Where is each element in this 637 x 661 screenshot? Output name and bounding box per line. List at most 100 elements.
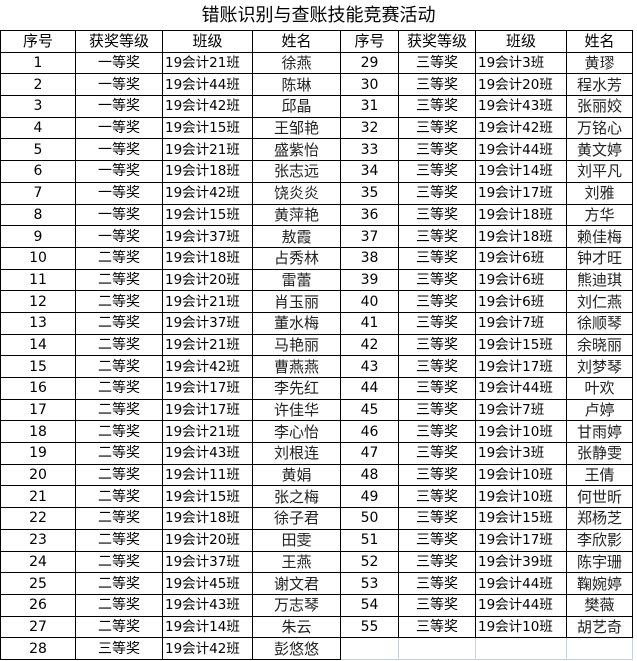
left-index-cell: 9	[0, 225, 76, 248]
header-award-level: 获奖等级	[398, 30, 476, 53]
right-student-name-cell: 方华	[566, 203, 633, 227]
table-row: 1 一等奖 19会计21班 徐燕 29 三等奖 19会计3班 黄璆	[0, 51, 633, 75]
right-award-level-cell: 三等奖	[398, 507, 476, 530]
left-student-name-cell: 张志远	[252, 160, 341, 183]
left-student-name-cell: 万志琴	[252, 593, 341, 617]
left-award-level-cell: 二等奖	[75, 355, 163, 378]
left-index-cell: 17	[0, 398, 76, 422]
left-award-level-cell: 二等奖	[75, 442, 163, 465]
right-index-cell: 47	[340, 442, 399, 465]
table-row: 22 二等奖 19会计18班 徐子君 50 三等奖 19会计15班 郑杨芝	[0, 507, 633, 530]
left-award-level-cell: 一等奖	[75, 51, 163, 75]
right-student-name-cell: 刘雅	[566, 181, 633, 205]
table-row: 15 二等奖 19会计42班 曹燕燕 43 三等奖 19会计17班 刘梦琴	[0, 355, 633, 378]
right-award-level-cell: 三等奖	[398, 355, 476, 378]
left-class-cell: 19会计15班	[162, 116, 253, 140]
right-index-cell: 42	[340, 333, 399, 357]
right-class-cell: 19会计6班	[475, 246, 567, 270]
left-award-level-cell: 二等奖	[75, 246, 163, 270]
left-award-level-cell: 二等奖	[75, 377, 163, 400]
right-student-name-cell: 王倩	[566, 463, 633, 487]
table-row: 25 二等奖 19会计45班 谢文君 53 三等奖 19会计44班 鞠婉婷	[0, 572, 633, 595]
left-award-level-cell: 二等奖	[75, 333, 163, 357]
table-row: 4 一等奖 19会计15班 王邹艳 32 三等奖 19会计42班 万铭心	[0, 116, 633, 140]
right-class-cell: 19会计7班	[475, 398, 567, 422]
table-row: 6 一等奖 19会计18班 张志远 34 三等奖 19会计14班 刘平凡	[0, 160, 633, 183]
right-student-name-cell: 卢婷	[566, 398, 633, 422]
right-class-cell: 19会计44班	[475, 138, 567, 162]
left-class-cell: 19会计37班	[162, 311, 253, 335]
right-class-cell: 19会计10班	[475, 463, 567, 487]
table-row: 5 一等奖 19会计21班 盛紫怡 33 三等奖 19会计44班 黄文婷	[0, 138, 633, 162]
left-student-name-cell: 占秀林	[252, 246, 341, 270]
empty-cell	[340, 637, 399, 660]
right-class-cell: 19会计18班	[475, 225, 567, 248]
right-class-cell: 19会计44班	[475, 593, 567, 617]
right-index-cell: 55	[340, 615, 399, 639]
table-row: 17 二等奖 19会计17班 许佳华 45 三等奖 19会计7班 卢婷	[0, 398, 633, 422]
left-student-name-cell: 董水梅	[252, 311, 341, 335]
right-award-level-cell: 三等奖	[398, 225, 476, 248]
left-class-cell: 19会计18班	[162, 507, 253, 530]
left-index-cell: 25	[0, 572, 76, 595]
left-student-name-cell: 曹燕燕	[252, 355, 341, 378]
left-index-cell: 22	[0, 507, 76, 530]
right-student-name-cell: 程水芳	[566, 73, 633, 97]
right-class-cell: 19会计42班	[475, 116, 567, 140]
empty-cell	[398, 637, 476, 660]
right-class-cell: 19会计17班	[475, 355, 567, 378]
right-class-cell: 19会计10班	[475, 615, 567, 639]
table-row: 19 二等奖 19会计43班 刘根连 47 三等奖 19会计3班 张静雯	[0, 442, 633, 465]
right-index-cell: 49	[340, 485, 399, 509]
table-row: 11 二等奖 19会计20班 雷蕾 39 三等奖 19会计6班 熊迪琪	[0, 268, 633, 292]
right-student-name-cell: 张静雯	[566, 442, 633, 465]
left-student-name-cell: 陈琳	[252, 73, 341, 97]
right-student-name-cell: 黄璆	[566, 51, 633, 75]
left-index-cell: 18	[0, 420, 76, 444]
left-class-cell: 19会计18班	[162, 246, 253, 270]
left-class-cell: 19会计15班	[162, 203, 253, 227]
right-award-level-cell: 三等奖	[398, 572, 476, 595]
left-student-name-cell: 朱云	[252, 615, 341, 639]
table-row: 27 二等奖 19会计14班 朱云 55 三等奖 19会计10班 胡艺奇	[0, 615, 633, 639]
header-class: 班级	[162, 30, 253, 53]
right-index-cell: 52	[340, 550, 399, 574]
right-student-name-cell: 赖佳梅	[566, 225, 633, 248]
table-row: 13 二等奖 19会计37班 董水梅 41 三等奖 19会计7班 徐顺琴	[0, 311, 633, 335]
left-class-cell: 19会计37班	[162, 225, 253, 248]
left-award-level-cell: 二等奖	[75, 550, 163, 574]
right-award-level-cell: 三等奖	[398, 333, 476, 357]
right-award-level-cell: 三等奖	[398, 420, 476, 444]
right-class-cell: 19会计3班	[475, 51, 567, 75]
left-index-cell: 16	[0, 377, 76, 400]
left-student-name-cell: 李先红	[252, 377, 341, 400]
right-student-name-cell: 熊迪琪	[566, 268, 633, 292]
left-student-name-cell: 黄萍艳	[252, 203, 341, 227]
left-student-name-cell: 敖霞	[252, 225, 341, 248]
left-index-cell: 3	[0, 95, 76, 118]
left-index-cell: 7	[0, 181, 76, 205]
right-index-cell: 41	[340, 311, 399, 335]
empty-cell	[566, 637, 633, 660]
left-award-level-cell: 二等奖	[75, 485, 163, 509]
right-award-level-cell: 三等奖	[398, 246, 476, 270]
left-class-cell: 19会计42班	[162, 355, 253, 378]
left-class-cell: 19会计44班	[162, 73, 253, 97]
right-student-name-cell: 樊薇	[566, 593, 633, 617]
right-class-cell: 19会计20班	[475, 73, 567, 97]
table-row: 7 一等奖 19会计42班 饶炎炎 35 三等奖 19会计17班 刘雅	[0, 181, 633, 205]
right-student-name-cell: 何世昕	[566, 485, 633, 509]
right-award-level-cell: 三等奖	[398, 290, 476, 313]
left-index-cell: 8	[0, 203, 76, 227]
left-student-name-cell: 王燕	[252, 550, 341, 574]
left-class-cell: 19会计43班	[162, 442, 253, 465]
right-student-name-cell: 钟才旺	[566, 246, 633, 270]
left-student-name-cell: 王邹艳	[252, 116, 341, 140]
right-class-cell: 19会计18班	[475, 203, 567, 227]
right-index-cell: 31	[340, 95, 399, 118]
right-index-cell: 39	[340, 268, 399, 292]
right-index-cell: 34	[340, 160, 399, 183]
right-index-cell: 53	[340, 572, 399, 595]
left-award-level-cell: 二等奖	[75, 311, 163, 335]
left-index-cell: 1	[0, 51, 76, 75]
